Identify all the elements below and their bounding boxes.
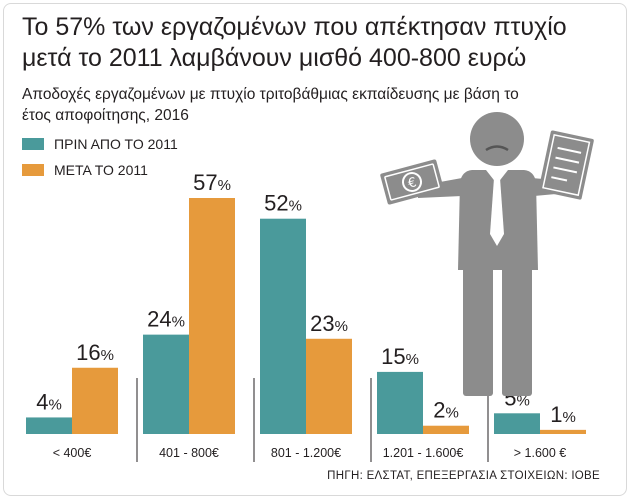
- legend-swatch-after-2011: [22, 164, 44, 176]
- bar-value-label-after-2011-4: 1%: [550, 402, 576, 427]
- bar-after-2011-3: [423, 425, 469, 434]
- bar-after-2011-0: [72, 367, 118, 434]
- money-bill-icon: €: [380, 159, 444, 205]
- legend-item-before-2011: ΠΡΙΝ ΑΠΟ ΤΟ 2011: [22, 136, 178, 152]
- bar-before-2011-0: [26, 417, 72, 434]
- bar-before-2011-2: [260, 218, 306, 434]
- degree-document-icon: [538, 130, 594, 200]
- category-label-2: 801 - 1.200€: [271, 446, 341, 460]
- legend-item-after-2011: ΜΕΤΑ ΤΟ 2011: [22, 162, 148, 178]
- bar-value-label-after-2011-0: 16%: [76, 340, 114, 365]
- legend-label-before-2011: ΠΡΙΝ ΑΠΟ ΤΟ 2011: [54, 136, 178, 152]
- chart-title: Το 57% των εργαζομένων που απέκτησαν πτυ…: [22, 13, 567, 72]
- bar-value-label-before-2011-0: 4%: [36, 389, 62, 414]
- worker-collar: [486, 170, 508, 184]
- category-label-0: < 400€: [53, 446, 92, 460]
- bar-value-label-before-2011-3: 15%: [381, 344, 419, 369]
- worker-tie: [490, 178, 504, 246]
- bar-value-label-after-2011-2: 23%: [310, 311, 348, 336]
- chart-subtitle: Αποδοχές εργαζομένων με πτυχίο τριτοβάθμ…: [22, 86, 519, 124]
- bar-value-label-after-2011-1: 57%: [193, 170, 231, 195]
- svg-text:€: €: [406, 175, 418, 192]
- bar-after-2011-4: [540, 429, 586, 434]
- worker-right-leg: [502, 266, 532, 396]
- bar-value-label-before-2011-2: 52%: [264, 191, 302, 216]
- source-note: ΠΗΓΗ: ΕΛΣΤΑΤ, ΕΠΕΞΕΡΓΑΣΙΑ ΣΤΟΙΧΕΙΩΝ: ΙΟΒ…: [327, 470, 600, 482]
- worker-head: [470, 112, 524, 166]
- category-label-4: > 1.600 €: [514, 446, 567, 460]
- legend-swatch-before-2011: [22, 138, 44, 150]
- bar-before-2011-3: [377, 371, 423, 434]
- graduate-worker-icon: €: [380, 112, 594, 396]
- category-label-3: 1.201 - 1.600€: [383, 446, 464, 460]
- category-label-1: 401 - 800€: [159, 446, 219, 460]
- bar-value-label-before-2011-1: 24%: [147, 307, 185, 332]
- legend-label-after-2011: ΜΕΤΑ ΤΟ 2011: [54, 162, 148, 178]
- worker-frown: [485, 145, 509, 152]
- bar-before-2011-4: [494, 413, 540, 434]
- worker-left-leg: [463, 266, 493, 396]
- chart-frame: [3, 3, 627, 496]
- bar-after-2011-2: [306, 338, 352, 434]
- bar-value-label-after-2011-3: 2%: [433, 398, 459, 423]
- bar-before-2011-1: [143, 334, 189, 434]
- bar-after-2011-1: [189, 198, 235, 434]
